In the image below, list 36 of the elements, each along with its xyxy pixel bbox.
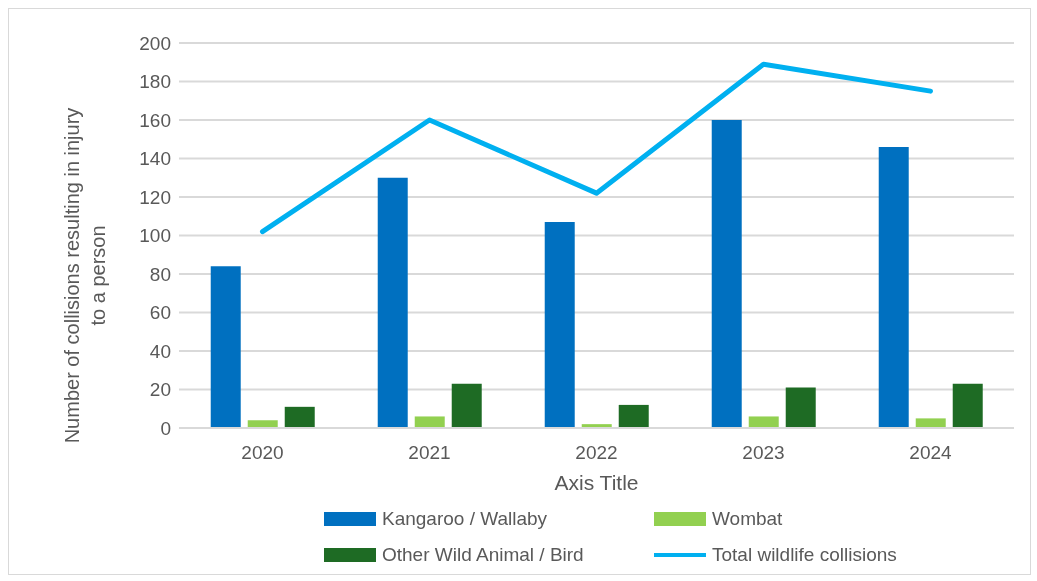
bar [451, 383, 482, 428]
bar [915, 418, 946, 428]
x-tick-label: 2023 [742, 442, 785, 464]
y-axis-title: Number of collisions resulting in injury to a person [61, 107, 109, 444]
y-tick-label: 0 [160, 417, 171, 439]
bar [785, 387, 816, 428]
bar [711, 120, 742, 428]
y-tick-label: 200 [139, 32, 171, 54]
legend-label: Other Wild Animal / Bird [382, 544, 584, 566]
bar [952, 383, 983, 428]
y-tick-label: 60 [149, 302, 171, 324]
x-axis-title: Axis Title [554, 471, 639, 494]
bar [748, 416, 779, 428]
bar [878, 146, 909, 428]
y-tick-label: 20 [149, 379, 171, 401]
y-tick-label: 100 [139, 225, 171, 247]
y-tick-label: 160 [139, 109, 171, 131]
x-tick-label: 2021 [408, 442, 451, 464]
bar [377, 177, 408, 428]
y-tick-label: 140 [139, 148, 171, 170]
x-tick-label: 2024 [909, 442, 953, 464]
y-tick-label: 80 [149, 263, 171, 285]
legend-label: Kangaroo / Wallaby [382, 508, 548, 530]
bar [618, 404, 649, 428]
bar [247, 420, 278, 428]
legend-label: Wombat [712, 508, 783, 530]
legend-label: Total wildlife collisions [712, 544, 897, 566]
y-tick-label: 120 [139, 186, 171, 208]
x-tick-label: 2022 [575, 442, 618, 464]
x-tick-label: 2020 [241, 442, 284, 464]
bar [284, 406, 315, 428]
y-tick-label: 40 [149, 340, 171, 362]
bar [544, 222, 575, 428]
y-tick-label: 180 [139, 71, 171, 93]
bar [210, 266, 241, 428]
bar [414, 416, 445, 428]
